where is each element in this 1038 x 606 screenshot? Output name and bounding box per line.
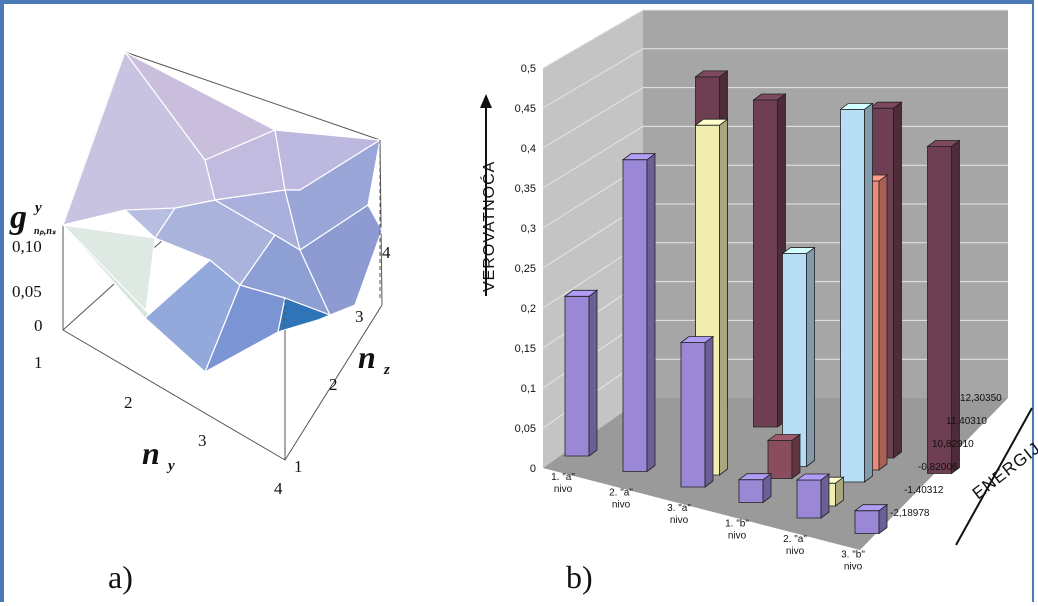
category-label: 1. "b" — [725, 519, 749, 530]
ny-axis-label: n — [142, 435, 160, 471]
y-tick-label: 0,25 — [515, 263, 536, 275]
nz-tick-label: 1 — [294, 457, 303, 476]
energy-tick-label: -0,82006 — [918, 462, 958, 473]
ny-tick-label: 1 — [34, 353, 43, 372]
bar — [926, 139, 961, 475]
bar — [795, 473, 831, 519]
y-tick-label: 0,1 — [521, 383, 536, 395]
ny-tick-label: 4 — [274, 479, 283, 498]
gridline — [542, 48, 644, 109]
panel-a-caption: a) — [108, 559, 133, 595]
category-label: nivo — [786, 546, 805, 557]
nz-tick-label: 3 — [355, 307, 364, 326]
energy-tick-label: 12,30350 — [960, 393, 1002, 404]
bar — [563, 289, 599, 457]
gridline — [542, 87, 644, 149]
bar — [679, 335, 715, 488]
bar — [752, 93, 787, 428]
ny-axis-label-sub: y — [166, 458, 175, 474]
y-ticks: 0 0,05 0,1 0,15 0,2 0,25 0,3 0,35 0,4 0,45 0,5 — [515, 63, 536, 475]
surface-plot: g y nₚ,nₛ 0,10 0,05 0 1 2 3 4 n y 1 2 3 … — [9, 51, 391, 595]
surface-box-front — [284, 140, 381, 460]
energy-tick-label: -2,18978 — [890, 508, 930, 519]
gridline — [542, 9, 644, 69]
category-label: nivo — [612, 500, 631, 511]
category-labels: 1. "a"nivo 2. "a"nivo 3. "a"nivo 1. "b"nivo… — [551, 472, 865, 573]
nz-tick-label: 2 — [329, 375, 338, 394]
y-tick-label: 0,15 — [515, 343, 536, 355]
category-label: nivo — [554, 484, 573, 495]
category-label: 2. "a" — [609, 488, 633, 499]
bar — [621, 152, 657, 473]
energy-tick-label: 11,40310 — [946, 416, 987, 427]
y-tick-label: 0,3 — [521, 223, 536, 235]
y-tick-label: 0,5 — [521, 63, 536, 75]
energy-labels: -2,18978 -1,40312 -0,82006 10,82910 11,40310… — [890, 393, 1002, 519]
ny-tick-label: 3 — [198, 431, 207, 450]
nz-axis-label-sub: z — [383, 362, 390, 378]
y-axis-arrowhead — [480, 94, 492, 108]
y-tick-label: 0,35 — [515, 183, 536, 195]
z-axis-label: g — [9, 199, 27, 236]
category-label: 3. "b" — [841, 550, 865, 561]
nz-axis-label: n — [358, 339, 376, 375]
y-tick-label: 0,4 — [521, 143, 536, 155]
energy-tick-label: 10,82910 — [932, 439, 974, 450]
bar — [737, 472, 773, 504]
ny-tick-label: 2 — [124, 393, 133, 412]
panel-b-caption: b) — [566, 559, 593, 595]
depth-axis-arrow — [955, 407, 1033, 546]
bar-chart-3d: 0 0,05 0,1 0,15 0,2 0,25 0,3 0,35 0,4 0,45 0,5 1. … — [479, 9, 1038, 595]
bar — [766, 433, 802, 480]
z-axis-label-sup: y — [33, 200, 42, 216]
y-tick-label: 0 — [530, 463, 536, 475]
bar — [781, 246, 816, 468]
bar — [839, 102, 874, 483]
category-label: 1. "a" — [551, 472, 575, 483]
y-tick-label: 0,05 — [515, 423, 536, 435]
depth-axis-label: ENERGIJA — [969, 431, 1038, 503]
gridline — [542, 125, 644, 189]
bar — [853, 503, 889, 535]
category-label: nivo — [670, 515, 689, 526]
nz-tick-label: 4 — [382, 243, 391, 262]
category-label: 3. "a" — [667, 503, 691, 514]
category-label: nivo — [728, 531, 747, 542]
category-label: 2. "a" — [783, 534, 807, 545]
z-tick-label: 0,05 — [12, 282, 42, 301]
y-tick-label: 0,45 — [515, 103, 536, 115]
surface-mesh — [62, 51, 383, 373]
energy-tick-label: -1,40312 — [904, 485, 944, 496]
z-tick-label: 0,10 — [12, 237, 42, 256]
y-axis-label: VEROVATNOĆA — [479, 161, 498, 292]
y-tick-label: 0,2 — [521, 303, 536, 315]
z-axis-label-sub: nₚ,nₛ — [34, 226, 57, 237]
bars — [563, 70, 961, 535]
z-tick-label: 0 — [34, 316, 43, 335]
category-label: nivo — [844, 562, 863, 573]
